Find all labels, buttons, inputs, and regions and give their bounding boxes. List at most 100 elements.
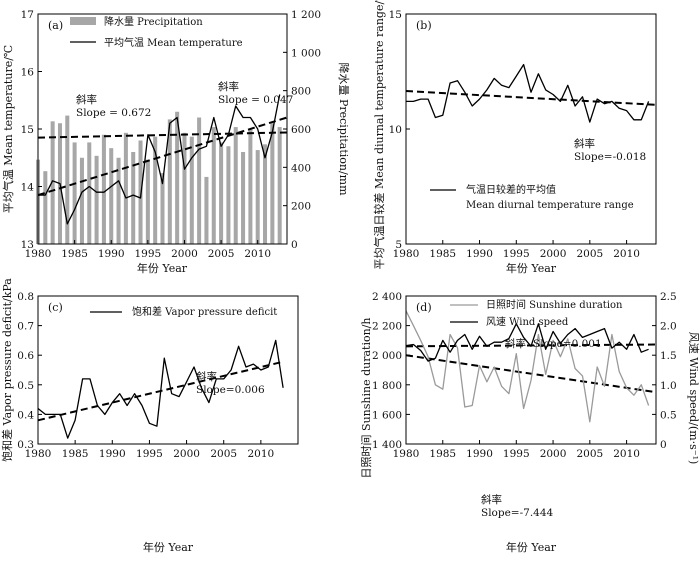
y-tick-label: 2 400	[372, 291, 402, 303]
y2-tick-label: 600	[291, 124, 311, 136]
precipitation-bar	[241, 152, 246, 244]
x-tick-label: 1985	[62, 448, 89, 460]
precipitation-bar	[50, 121, 55, 244]
x-tick-label: 2010	[613, 448, 640, 460]
panel-c: 1980 1985 1990 1995 2000 2005 2010 0.3 0.4 0.5 0.6…	[0, 278, 299, 554]
precipitation-bar	[167, 119, 172, 244]
precipitation-bar	[277, 127, 282, 244]
panel-c-line	[37, 339, 284, 439]
x-tick-label: 1985	[61, 248, 88, 260]
panel-b-line	[406, 63, 650, 123]
annotation-slope-value-b: Slope=-0.018	[574, 151, 646, 163]
annotation-slope-label-2: 斜率	[218, 80, 239, 93]
panel-a-trends	[37, 116, 288, 197]
y-tick-label: 16	[21, 67, 35, 79]
precipitation-bar	[248, 129, 253, 244]
panel-c-ylabel: 饱和差 Vapor pressure deficit/kPa	[0, 278, 14, 462]
x-tick-label: 2000	[173, 448, 200, 460]
precipitation-bar	[204, 176, 209, 244]
y-tick-label: 0.7	[17, 321, 34, 333]
precip-trend-line	[37, 131, 288, 139]
panel-a: 1980 1985 1990 1995 2000 2005 2010 13 14 15 16 17 0 2…	[1, 9, 351, 275]
annotation-slope-value-d1: Slope=0.001	[533, 338, 602, 350]
panel-d-label: (d)	[416, 301, 432, 314]
precipitation-bar	[263, 144, 268, 244]
panel-a-y2label: 降水量 Precipitation/mm	[337, 62, 351, 196]
precipitation-bar	[131, 152, 136, 244]
y-tick-label: 0.6	[17, 350, 34, 362]
x-tick-label: 1980	[25, 248, 52, 260]
y2-tick-label: 1 200	[291, 9, 321, 21]
panel-a-ylabel: 平均气温 Mean temperature/℃	[1, 45, 15, 213]
legend-precip-label: 降水量 Precipitation	[104, 15, 203, 28]
legend-wind-label: 风速 Wind speed	[486, 316, 569, 328]
y2-tick-label: 1.5	[660, 350, 677, 362]
x-tick-label: 2005	[576, 448, 603, 460]
annotation-slope-label-d1: 斜率	[505, 337, 526, 350]
temperature-series-line	[38, 94, 281, 225]
x-tick-label: 1995	[134, 248, 161, 260]
panel-a-label: (a)	[48, 19, 63, 32]
dtr-trend-line	[405, 90, 657, 106]
panel-d-y2label: 风速 Wind speed/(m·s⁻¹)	[687, 332, 700, 465]
panel-a-axis-ticks: 1980 1985 1990 1995 2000 2005 2010 13 14 15 16 17 0 2…	[21, 9, 321, 260]
y-tick-label: 2 200	[372, 321, 402, 333]
annotation-slope-value-1: Slope = 0.672	[76, 107, 151, 119]
precipitation-bar	[160, 173, 165, 244]
y2-tick-label: 0	[291, 239, 298, 251]
y2-tick-label: 400	[291, 162, 311, 174]
y2-tick-label: 1 000	[291, 47, 321, 59]
y-tick-label: 0.8	[17, 291, 34, 303]
y-tick-label: 14	[21, 182, 35, 194]
y-tick-label: 15	[389, 9, 402, 21]
annotation-slope-label-d2: 斜率	[481, 493, 502, 506]
precipitation-bar	[197, 117, 202, 244]
annotation-slope-label-b: 斜率	[574, 137, 595, 150]
panel-d-xlabel: 年份 Year	[506, 540, 557, 554]
x-tick-label: 2000	[540, 448, 567, 460]
panel-d-lines	[405, 310, 650, 423]
x-tick-label: 2010	[613, 248, 640, 260]
annotation-slope-value-d2: Slope=-7.444	[481, 507, 554, 519]
precipitation-bar	[211, 127, 216, 244]
y-tick-label: 13	[21, 239, 34, 251]
y-tick-label: 10	[389, 124, 402, 136]
dtr-series-line	[406, 63, 650, 123]
x-tick-label: 2005	[208, 248, 235, 260]
precipitation-bar	[87, 142, 92, 244]
panel-d-ylabel: 日照时间 Sunshine duration/h	[360, 318, 373, 479]
legend-sunshine-label: 日照时间 Sunshine duration	[486, 298, 623, 311]
vpd-series-line	[37, 339, 284, 439]
y-tick-label: 0.4	[17, 409, 34, 421]
y2-tick-label: 800	[291, 86, 311, 98]
legend-precip-swatch	[70, 17, 96, 25]
y-tick-label: 1 400	[372, 439, 402, 451]
panel-d: 1980 1985 1990 1995 2000 2005 2010 1 400 1 600 1 …	[360, 291, 700, 554]
x-tick-label: 1985	[429, 248, 456, 260]
panel-a-bars	[35, 111, 282, 244]
y2-tick-label: 1.0	[660, 380, 677, 392]
panel-d-frame	[405, 295, 657, 445]
x-tick-label: 2005	[210, 448, 237, 460]
y2-tick-label: 2.5	[660, 291, 677, 303]
panel-b-ylabel: 平均气温日较差 Mean diurnal temperature range/℃	[372, 0, 386, 269]
x-tick-label: 1990	[98, 248, 125, 260]
y2-tick-label: 0	[660, 439, 667, 451]
precipitation-bar	[101, 134, 106, 244]
precipitation-bar	[79, 157, 84, 244]
precipitation-bar	[94, 155, 99, 244]
x-tick-label: 2005	[576, 248, 603, 260]
panel-b-trends	[405, 90, 657, 106]
x-tick-label: 1980	[25, 448, 52, 460]
x-tick-label: 1980	[393, 248, 420, 260]
panel-c-frame	[37, 295, 299, 445]
panel-b-xlabel: 年份 Year	[506, 261, 557, 275]
precipitation-bar	[72, 142, 77, 244]
x-tick-label: 1990	[466, 448, 493, 460]
x-tick-label: 1995	[503, 248, 530, 260]
x-tick-label: 2000	[540, 248, 567, 260]
y-tick-label: 0.5	[17, 380, 34, 392]
y-tick-label: 15	[21, 124, 34, 136]
x-tick-label: 1990	[466, 248, 493, 260]
